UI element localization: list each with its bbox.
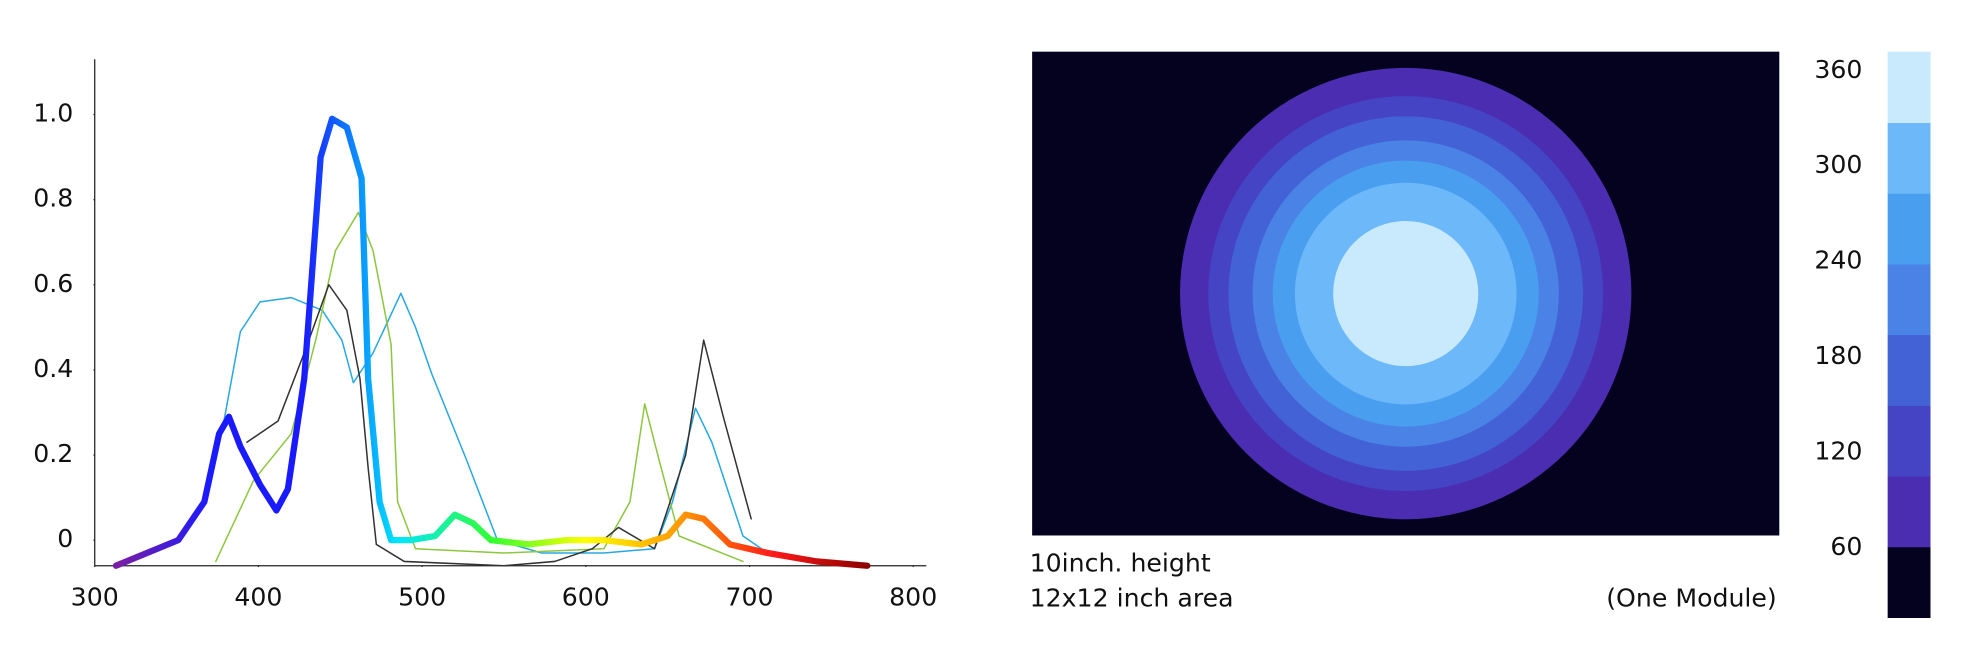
spectrum-line [112,115,871,569]
x-tick-label: 400 [234,582,282,611]
colorbar-tick-label: 240 [1814,246,1862,275]
x-tick-label: 700 [725,582,773,611]
colorbar-tick-label: 120 [1814,437,1862,466]
colorbar-band [1887,263,1931,336]
y-tick-label: 0.8 [33,184,73,213]
annotation: (One Module) [1606,584,1777,613]
colorbar-band [1887,475,1931,548]
colorbar-tick-label: 60 [1830,532,1862,561]
spectrum-line [246,283,752,567]
x-tick-label: 800 [889,582,937,611]
y-tick-label: 0.6 [33,269,73,298]
colorbar-tick-label: 360 [1814,55,1862,84]
annotation: 12x12 inch area [1030,584,1234,613]
spectrum-line [215,211,744,563]
colorbar-band [1887,122,1931,194]
x-tick-label: 300 [71,582,119,611]
colorbar-band [1887,405,1931,477]
colorbar-band [1887,546,1931,619]
y-tick-label: 0.4 [33,354,73,383]
colorbar-band [1887,193,1931,265]
colorbar-tick-label: 180 [1814,341,1862,370]
colorbar-band [1887,334,1931,406]
y-tick-label: 0.2 [33,439,73,468]
ppfd-ring [1333,221,1479,367]
y-tick-label: 1.0 [33,99,73,128]
colorbar-band [1887,51,1931,124]
x-tick-label: 500 [398,582,446,611]
y-tick-label: 0 [57,524,73,553]
colorbar-tick-label: 300 [1814,150,1862,179]
x-tick-label: 600 [562,582,610,611]
annotation: 10inch. height [1030,548,1211,577]
